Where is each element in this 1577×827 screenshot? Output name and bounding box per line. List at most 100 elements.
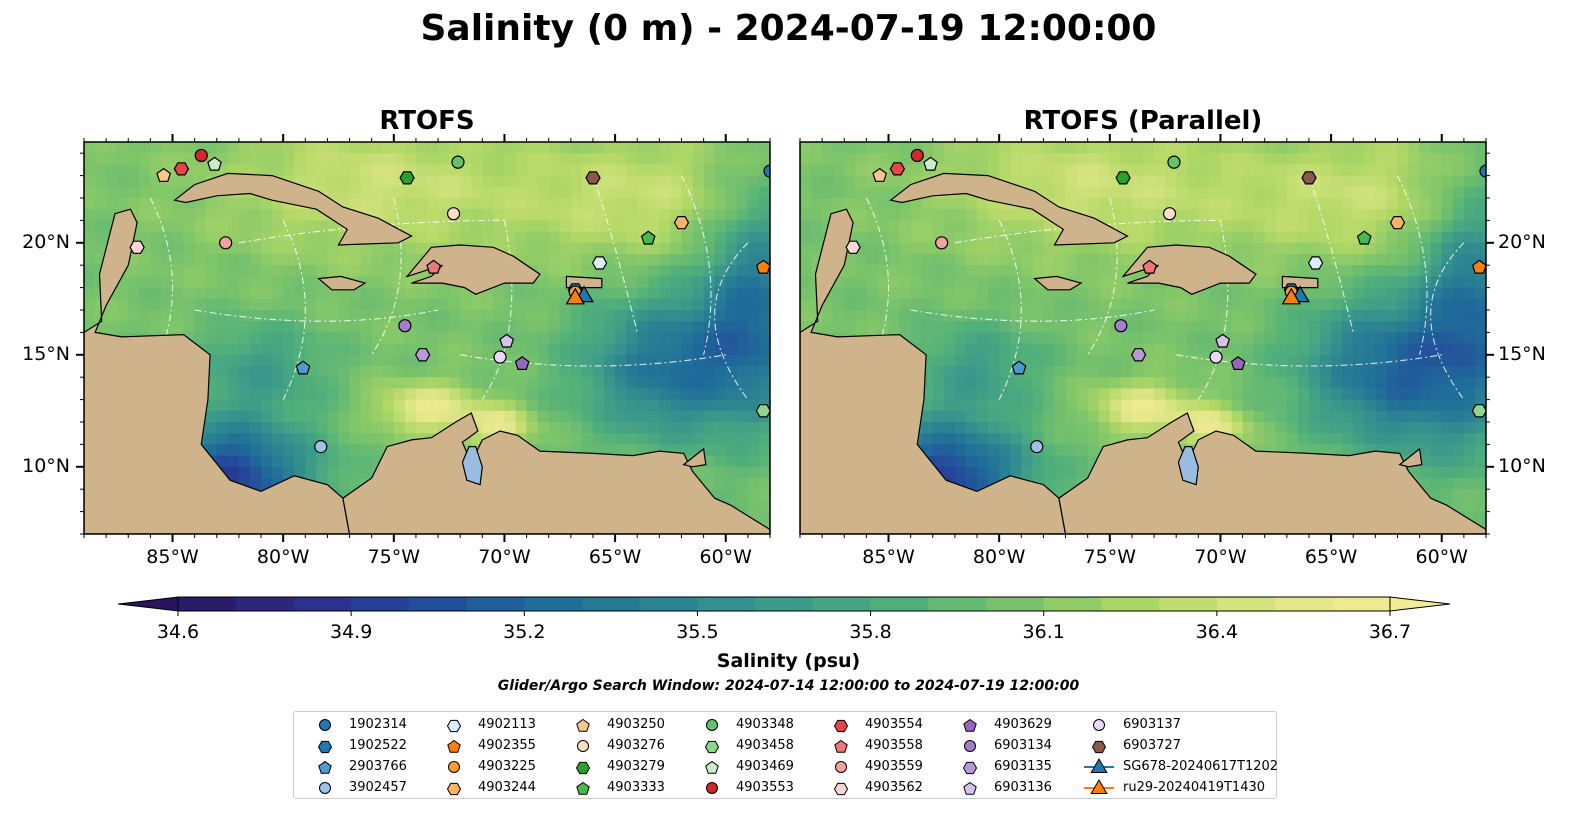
salinity-cell <box>1231 410 1244 423</box>
salinity-cell <box>1021 399 1033 412</box>
salinity-cell <box>1242 343 1255 356</box>
salinity-cell <box>800 265 812 277</box>
salinity-cell <box>670 298 683 311</box>
salinity-cell <box>205 321 218 333</box>
salinity-cell <box>932 153 945 165</box>
salinity-cell <box>714 410 727 423</box>
salinity-cell <box>910 276 923 289</box>
salinity-cell <box>139 220 151 233</box>
salinity-cell <box>1342 142 1354 154</box>
legend-label: 4903469 <box>736 759 794 774</box>
salinity-cell <box>1154 410 1166 423</box>
salinity-cell <box>1441 198 1454 210</box>
salinity-cell <box>954 276 967 289</box>
salinity-cell <box>932 377 945 389</box>
salinity-cell <box>172 186 185 199</box>
salinity-cell <box>393 388 406 401</box>
salinity-cell <box>1320 343 1332 356</box>
salinity-cell <box>703 242 716 255</box>
salinity-cell <box>382 287 395 300</box>
salinity-cell <box>150 142 163 154</box>
salinity-cell <box>526 377 539 389</box>
salinity-cell <box>1032 186 1045 199</box>
salinity-cell <box>1397 153 1410 165</box>
salinity-cell <box>1253 343 1266 356</box>
salinity-cell <box>427 377 439 389</box>
salinity-cell <box>855 265 867 277</box>
salinity-cell <box>659 198 672 210</box>
salinity-cell <box>227 343 240 356</box>
salinity-cell <box>515 422 528 434</box>
salinity-cell <box>1010 164 1022 177</box>
salinity-cell <box>1176 231 1188 244</box>
salinity-cell <box>999 153 1011 165</box>
salinity-cell <box>438 422 450 434</box>
salinity-cell <box>382 186 395 199</box>
salinity-cell <box>1098 366 1111 378</box>
salinity-cell <box>1463 466 1476 479</box>
salinity-cell <box>106 298 118 311</box>
salinity-cell <box>515 175 528 188</box>
salinity-cell <box>1331 198 1343 210</box>
salinity-cell <box>1131 410 1144 423</box>
salinity-cell <box>84 198 96 210</box>
salinity-cell <box>1242 377 1255 389</box>
salinity-cell <box>1043 343 1056 356</box>
salinity-cell <box>714 366 727 378</box>
salinity-cell <box>460 298 472 311</box>
salinity-cell <box>681 298 694 311</box>
salinity-cell <box>227 276 240 289</box>
salinity-cell <box>921 142 934 154</box>
salinity-cell <box>604 153 616 165</box>
salinity-cell <box>1021 220 1033 233</box>
salinity-cell <box>249 287 262 300</box>
salinity-cell <box>128 287 140 300</box>
salinity-cell <box>758 276 770 289</box>
salinity-cell <box>205 242 218 255</box>
salinity-cell <box>1474 254 1486 266</box>
salinity-cell <box>659 153 672 165</box>
salinity-cell <box>1087 209 1100 221</box>
salinity-cell <box>559 298 572 311</box>
salinity-cell <box>227 422 240 434</box>
salinity-cell <box>172 231 185 244</box>
salinity-cell <box>800 254 812 266</box>
salinity-cell <box>1430 466 1443 479</box>
salinity-cell <box>866 310 879 322</box>
salinity-cell <box>1198 231 1210 244</box>
salinity-cell <box>943 354 956 367</box>
colorbar-label: Salinity (psu) <box>716 650 861 672</box>
salinity-cell <box>1452 444 1465 457</box>
salinity-cell <box>1264 343 1277 356</box>
salinity-cell <box>1364 388 1376 401</box>
salinity-cell <box>227 231 240 244</box>
salinity-cell <box>238 354 251 367</box>
salinity-cell <box>559 254 572 266</box>
salinity-cell <box>1297 366 1310 378</box>
salinity-cell <box>670 142 683 154</box>
salinity-cell <box>504 175 517 188</box>
marker-4903348 <box>1167 155 1181 169</box>
salinity-cell <box>581 388 594 401</box>
salinity-cell <box>249 231 262 244</box>
salinity-cell <box>1231 242 1244 255</box>
salinity-cell <box>382 310 395 322</box>
salinity-cell <box>316 153 329 165</box>
salinity-cell <box>1286 175 1299 188</box>
salinity-cell <box>338 478 351 490</box>
salinity-cell <box>1342 220 1354 233</box>
salinity-cell <box>526 343 539 356</box>
salinity-cell <box>1054 310 1067 322</box>
salinity-cell <box>327 388 340 401</box>
salinity-cell <box>888 287 901 300</box>
salinity-cell <box>999 377 1011 389</box>
salinity-cell <box>294 209 306 221</box>
salinity-cell <box>1010 444 1022 457</box>
salinity-cell <box>548 164 561 177</box>
salinity-cell <box>670 153 683 165</box>
salinity-cell <box>581 399 594 412</box>
salinity-cell <box>1209 310 1222 322</box>
salinity-cell <box>570 410 583 423</box>
salinity-cell <box>249 377 262 389</box>
colorbar-tick-label: 36.7 <box>1368 621 1412 643</box>
